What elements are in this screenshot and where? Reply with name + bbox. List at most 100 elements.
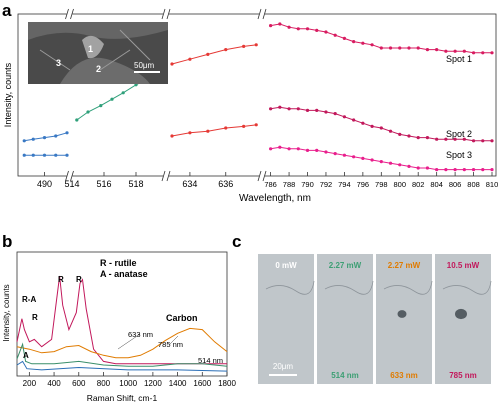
data-point-spot-2-seg-3-22 (471, 139, 476, 143)
x-tick-label-800: 800 (393, 180, 406, 189)
axis-break-top-2-a (161, 8, 166, 20)
data-point-spot-1-seg-3-5 (315, 28, 319, 32)
panel-a-xlabel: Wavelength, nm (239, 193, 311, 204)
data-point-spot-2-seg-3-2 (287, 107, 291, 111)
micrograph-crack-3 (442, 280, 492, 295)
data-point-spot-1-seg-3-6 (324, 30, 328, 34)
data-point-spot-3-seg-3-18 (435, 168, 439, 172)
data-point-spot-3-seg-3-10 (361, 156, 365, 160)
b-x-tick-label-1400: 1400 (169, 379, 187, 388)
frame-wavelength-label-1: 514 nm (331, 371, 359, 380)
data-point-spot-2-seg-3-17 (425, 136, 430, 140)
data-point-spot-2-seg-0-0 (22, 153, 26, 157)
data-point-spot-3-seg-3-14 (398, 163, 402, 167)
data-point-spot-3-seg-3-16 (416, 166, 420, 170)
axis-break-mask-top-2 (163, 10, 169, 18)
data-point-spot-2-seg-0-4 (65, 153, 69, 157)
data-point-spot-1-seg-3-24 (490, 51, 494, 55)
data-point-spot-1-seg-3-16 (416, 46, 420, 50)
data-point-spot-2-seg-3-10 (361, 121, 365, 125)
data-point-spot-2-seg-2-1 (188, 131, 192, 135)
damage-spot-2 (397, 310, 407, 318)
data-point-spot-1-seg-2-4 (242, 44, 246, 49)
data-point-spot-2-seg-3-16 (416, 136, 420, 140)
b-series-line-0 (16, 275, 227, 365)
frame-power-label-3: 10.5 mW (447, 261, 480, 270)
data-point-spot-1-seg-1-1 (86, 110, 90, 114)
data-point-spot-1-seg-3-21 (462, 49, 466, 53)
series-line-spot-2-seg-2 (171, 124, 257, 137)
axis-break-top-3-a (257, 8, 262, 20)
data-point-spot-2-seg-2-0 (170, 134, 174, 138)
data-point-spot-1-seg-3-4 (305, 27, 310, 31)
data-point-spot-2-seg-2-4 (242, 124, 246, 128)
x-tick-label-788: 788 (283, 180, 296, 189)
data-point-spot-1-seg-0-1 (31, 137, 35, 141)
frame-power-label-1: 2.27 mW (329, 261, 362, 270)
data-point-spot-3-seg-3-11 (370, 158, 374, 162)
x-tick-label-786: 786 (264, 180, 277, 189)
inset-label-3: 3 (56, 58, 61, 68)
data-point-spot-1-seg-3-1 (278, 22, 282, 26)
data-point-spot-2-seg-3-11 (370, 124, 374, 128)
data-point-spot-3-seg-3-19 (444, 168, 448, 172)
axis-break-mask-2 (163, 168, 169, 180)
b-x-tick-label-1600: 1600 (193, 379, 211, 388)
data-point-spot-3-seg-3-8 (342, 153, 347, 157)
panel-b-ylabel: Intensity, counts (2, 284, 11, 341)
data-point-spot-1-seg-1-4 (121, 91, 125, 95)
micrograph-frame-3 (435, 254, 491, 384)
peak-label-a: A (23, 351, 29, 360)
x-tick-label-516: 516 (96, 179, 111, 189)
axis-break-mask-top-1 (66, 10, 73, 18)
data-point-spot-2-seg-0-1 (31, 153, 35, 157)
frame-wavelength-label-2: 633 nm (390, 371, 418, 380)
damage-spot-3 (455, 308, 467, 320)
data-point-spot-3-seg-3-20 (453, 168, 457, 172)
data-point-spot-1-seg-0-2 (42, 136, 47, 140)
micrograph-frame-0 (258, 254, 314, 384)
data-point-spot-1-seg-3-0 (269, 24, 273, 28)
series-label-spot-3: Spot 3 (446, 150, 472, 160)
panel-label-c: c (232, 232, 241, 251)
legend-text-rutile: R - rutile (100, 258, 137, 268)
data-point-spot-1-seg-3-15 (407, 46, 411, 50)
axis-break-mark-1-b (70, 170, 74, 182)
panel-a-plot-frame (17, 13, 497, 177)
peak-label-r-1: R (32, 313, 38, 322)
data-point-spot-2-seg-0-2 (42, 153, 47, 157)
x-tick-label-790: 790 (301, 180, 314, 189)
inset-scale-bar: 50μm (134, 61, 155, 70)
data-point-spot-3-seg-3-22 (471, 168, 476, 172)
axis-break-mask-top-3 (259, 10, 265, 18)
x-tick-label-806: 806 (449, 180, 462, 189)
data-point-spot-2-seg-2-5 (254, 123, 258, 127)
data-point-spot-1-seg-0-0 (22, 139, 26, 143)
data-point-spot-3-seg-3-24 (490, 168, 494, 172)
data-point-spot-2-seg-3-13 (388, 129, 393, 133)
axis-break-top-1-a (65, 8, 69, 20)
data-point-spot-1-seg-3-17 (425, 48, 430, 52)
data-point-spot-2-seg-0-3 (54, 153, 58, 157)
micrograph-sheen-0 (258, 254, 314, 384)
data-point-spot-2-seg-3-3 (296, 107, 300, 111)
x-tick-label-490: 490 (37, 179, 52, 189)
data-point-spot-2-seg-3-18 (435, 137, 439, 141)
data-point-spot-1-seg-3-7 (333, 33, 337, 37)
series-line-spot-1-seg-2 (171, 44, 257, 65)
micrograph-sheen-1 (317, 254, 373, 384)
b-x-tick-label-1000: 1000 (119, 379, 137, 388)
data-point-spot-3-seg-3-21 (462, 168, 466, 172)
data-point-spot-3-seg-3-2 (287, 147, 291, 151)
panel-label-a: a (2, 1, 12, 20)
axis-break-mark-2-b (166, 170, 171, 182)
x-tick-label-518: 518 (128, 179, 143, 189)
data-point-spot-1-seg-2-5 (254, 43, 258, 47)
panel-a-chart: Intensity, counts Wavelength, nm 490 514 5… (3, 8, 498, 204)
b-pointer-785 (169, 335, 179, 345)
data-point-spot-1-seg-3-19 (444, 49, 448, 53)
data-point-spot-1-seg-3-22 (471, 51, 476, 55)
data-point-spot-1-seg-1-0 (75, 118, 79, 122)
b-series-line-1 (16, 327, 228, 359)
